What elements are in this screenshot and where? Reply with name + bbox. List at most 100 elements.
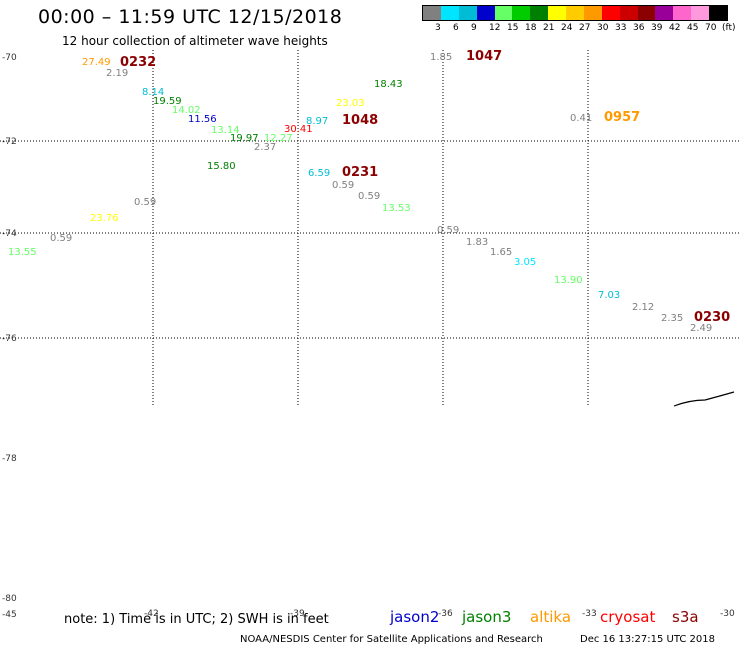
legend-swatch [601,6,620,20]
wave-height-value: 0.41 [570,113,592,124]
legend-tick-label: 30 [597,23,609,33]
satellite-legend-item: jason3 [462,608,512,626]
legend-tick-label: 24 [561,23,573,33]
wave-height-value: 0.59 [134,197,156,208]
wave-height-value: 13.53 [382,203,411,214]
legend-swatch [476,6,495,20]
legend-swatch [566,6,584,20]
wave-height-value: 2.12 [632,302,654,313]
wave-height-value: 8.14 [142,87,164,98]
legend-swatch [548,6,566,20]
legend-swatch [583,6,602,20]
wave-height-value: 3.05 [514,257,536,268]
pass-time-label: 0232 [120,55,156,70]
latitude-label: -76 [2,334,17,344]
wave-height-value: 0.59 [358,191,380,202]
longitude-label: -39 [290,609,305,619]
wave-height-color-legend [422,5,728,21]
legend-tick-label: 36 [633,23,645,33]
map-title: 00:00 – 11:59 UTC 12/15/2018 [38,6,343,28]
coastline [673,391,735,407]
wave-height-value: 13.14 [211,125,240,136]
legend-swatch [709,6,727,20]
units-note: note: 1) Time is in UTC; 2) SWH is in fe… [64,612,329,627]
wave-height-value: 23.76 [90,213,119,224]
latitude-label: -78 [2,454,17,464]
legend-swatch [673,6,692,20]
satellite-legend-item: s3a [672,608,699,626]
wave-height-value: 19.97 [230,133,259,144]
legend-tick-label: 45 [687,23,699,33]
longitude-label: -42 [144,609,159,619]
legend-swatch [655,6,674,20]
pass-time-label: 0230 [694,310,730,325]
legend-swatch [530,6,549,20]
wave-height-value: 13.55 [8,247,37,258]
legend-swatch [458,6,477,20]
satellite-legend-item: cryosat [600,608,656,626]
wave-height-value: 6.59 [308,168,330,179]
longitude-label: -36 [438,609,453,619]
legend-swatch [494,6,513,20]
legend-swatch [619,6,638,20]
legend-tick-label: 42 [669,23,681,33]
legend-swatch [440,6,459,20]
satellite-legend-item: jason2 [390,608,440,626]
latitude-label: -70 [2,53,17,63]
wave-height-value: 2.35 [661,313,683,324]
legend-swatch [423,6,441,20]
legend-unit: (ft) [722,23,736,33]
legend-tick-label: 6 [453,23,459,33]
latitude-label: -80 [2,594,17,604]
wave-height-value: 23.03 [336,98,365,109]
legend-tick-label: 39 [651,23,663,33]
satellite-legend-item: altika [530,608,572,626]
wave-height-value: 0.59 [50,233,72,244]
legend-swatch [512,6,531,20]
wave-height-value: 1.83 [466,237,488,248]
generated-timestamp: Dec 16 13:27:15 UTC 2018 [580,634,715,645]
legend-tick-label: 9 [471,23,477,33]
wave-height-value: 12.27 [264,133,293,144]
legend-tick-label: 21 [543,23,555,33]
wave-height-value: 15.80 [207,161,236,172]
legend-swatch [637,6,656,20]
longitude-label: -45 [2,610,17,620]
legend-tick-label: 27 [579,23,591,33]
pass-time-label: 0231 [342,165,378,180]
longitude-label: -30 [720,609,735,619]
map-subtitle: 12 hour collection of altimeter wave hei… [62,34,328,48]
wave-height-value: 0.59 [332,180,354,191]
footer-credit: NOAA/NESDIS Center for Satellite Applica… [240,634,543,645]
legend-tick-label: 33 [615,23,627,33]
wave-height-value: 2.37 [254,142,276,153]
pass-time-label: 1047 [466,49,502,64]
pass-time-label: 0957 [604,110,640,125]
wave-height-value: 13.90 [554,275,583,286]
wave-height-value: 19.59 [153,96,182,107]
legend-tick-label: 18 [525,23,537,33]
wave-height-value: 8.97 [306,116,328,127]
latitude-label: -74 [2,229,17,239]
legend-tick-label: 15 [507,23,519,33]
wave-height-value: 1.65 [490,247,512,258]
legend-tick-label: 3 [435,23,441,33]
wave-height-value: 2.49 [690,323,712,334]
wave-height-value: 27.49 [82,57,111,68]
wave-height-value: 1.85 [430,52,452,63]
legend-tick-label: 12 [489,23,501,33]
wave-height-value: 0.59 [437,225,459,236]
legend-swatch [691,6,709,20]
pass-time-label: 1048 [342,113,378,128]
wave-height-value: 11.56 [188,114,217,125]
longitude-label: -33 [582,609,597,619]
wave-height-value: 14.02 [172,105,201,116]
wave-height-value: 30.41 [284,124,313,135]
legend-labels: 3 6 9 12 15 18 21 24 27 30 33 36 39 42 45 70 (ft) [422,23,740,35]
wave-height-value: 7.03 [598,290,620,301]
wave-height-value: 18.43 [374,79,403,90]
wave-height-value: 2.19 [106,68,128,79]
latitude-label: -72 [2,137,17,147]
legend-tick-label: 70 [705,23,717,33]
